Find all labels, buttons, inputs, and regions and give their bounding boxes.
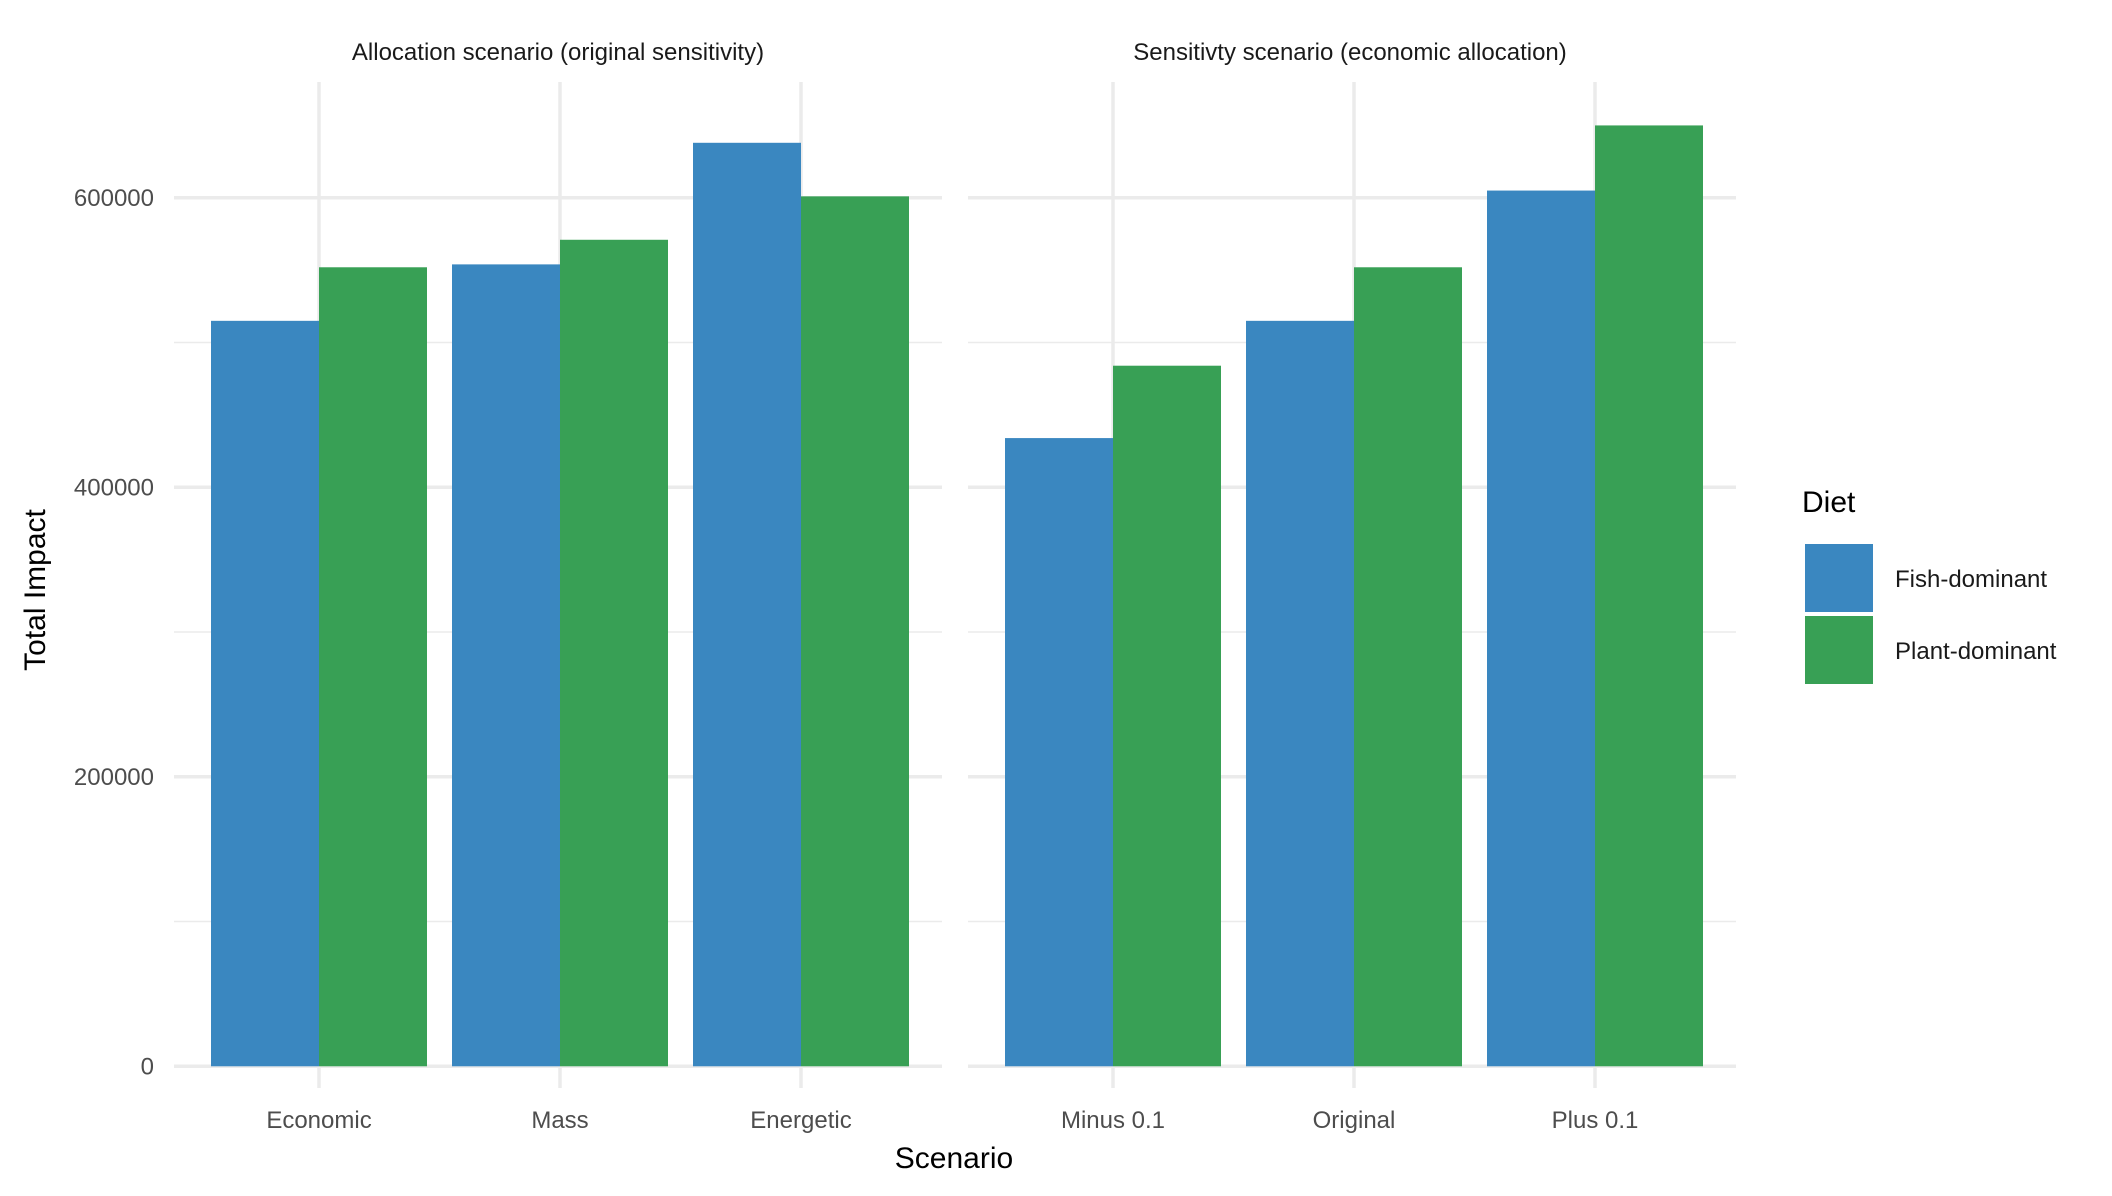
legend-label-fish: Fish-dominant: [1895, 566, 2047, 593]
x-axis-title: Scenario: [895, 1142, 1013, 1175]
y-tick-label: 200000: [74, 764, 154, 791]
legend: Diet Fish-dominant Plant-dominant: [1802, 486, 2057, 684]
bar-fish-minus-0-1: [1005, 438, 1113, 1067]
bar-fish-original: [1246, 320, 1354, 1067]
bar-fish-mass: [452, 264, 560, 1067]
bar-fish-energetic: [693, 142, 801, 1067]
x-tick-label-minus: Minus 0.1: [1061, 1107, 1165, 1134]
y-tick-label: 400000: [74, 474, 154, 501]
facet-title-allocation: Allocation scenario (original sensitivit…: [352, 39, 764, 66]
bar-fish-economic: [211, 320, 319, 1067]
legend-key-plant: [1805, 616, 1873, 684]
x-tick-label-economic: Economic: [266, 1107, 371, 1134]
bar-plant-plus-0-1: [1595, 125, 1703, 1067]
bar-plant-energetic: [801, 196, 909, 1067]
legend-label-plant: Plant-dominant: [1895, 638, 2057, 665]
x-tick-label-mass: Mass: [531, 1107, 588, 1134]
x-tick-label-original: Original: [1313, 1107, 1396, 1134]
x-tick-labels: Economic Mass Energetic Minus 0.1 Origin…: [266, 1107, 1638, 1134]
y-tick-labels: 0 200000 400000 600000: [74, 185, 154, 1080]
facet-title-sensitivity: Sensitivty scenario (economic allocation…: [1133, 39, 1567, 66]
y-tick-label: 0: [141, 1053, 154, 1080]
x-tick-label-energetic: Energetic: [750, 1107, 851, 1134]
bar-plant-original: [1354, 267, 1462, 1067]
x-tick-label-plus: Plus 0.1: [1552, 1107, 1639, 1134]
legend-title: Diet: [1802, 486, 1856, 519]
bar-plant-economic: [319, 267, 427, 1067]
legend-key-fish: [1805, 544, 1873, 612]
y-tick-label: 600000: [74, 185, 154, 212]
bar-fish-plus-0-1: [1487, 190, 1595, 1067]
y-axis-title: Total Impact: [19, 508, 52, 670]
bar-plant-minus-0-1: [1113, 365, 1221, 1067]
bar-plant-mass: [560, 239, 668, 1067]
bar-layer: [211, 125, 1703, 1067]
